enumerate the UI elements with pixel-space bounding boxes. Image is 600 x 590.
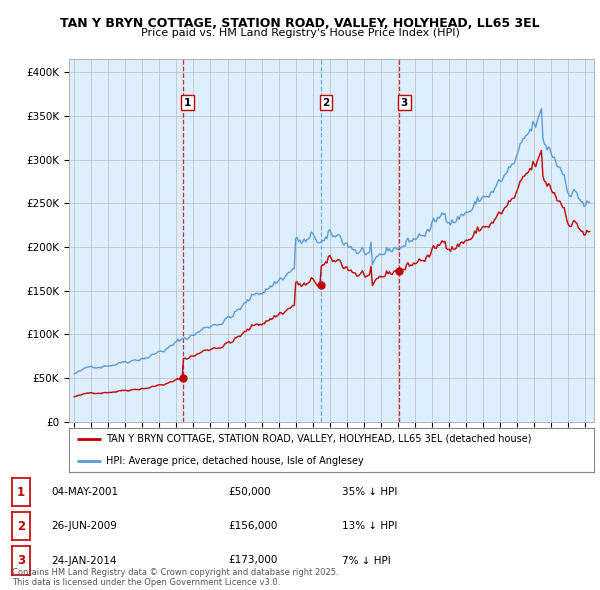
Text: HPI: Average price, detached house, Isle of Anglesey: HPI: Average price, detached house, Isle… [106,456,364,466]
Text: 2: 2 [323,97,330,107]
Text: £50,000: £50,000 [228,487,271,497]
Text: £173,000: £173,000 [228,556,277,565]
Text: 1: 1 [17,486,25,499]
Text: 04-MAY-2001: 04-MAY-2001 [51,487,118,497]
Text: 35% ↓ HPI: 35% ↓ HPI [342,487,397,497]
Text: 1: 1 [184,97,191,107]
Text: 3: 3 [17,554,25,567]
Text: 3: 3 [401,97,408,107]
Text: Price paid vs. HM Land Registry's House Price Index (HPI): Price paid vs. HM Land Registry's House … [140,28,460,38]
Text: 2: 2 [17,520,25,533]
Text: £156,000: £156,000 [228,522,277,531]
Text: TAN Y BRYN COTTAGE, STATION ROAD, VALLEY, HOLYHEAD, LL65 3EL: TAN Y BRYN COTTAGE, STATION ROAD, VALLEY… [60,17,540,30]
Text: 7% ↓ HPI: 7% ↓ HPI [342,556,391,565]
Text: 26-JUN-2009: 26-JUN-2009 [51,522,117,531]
Text: 24-JAN-2014: 24-JAN-2014 [51,556,116,565]
Text: TAN Y BRYN COTTAGE, STATION ROAD, VALLEY, HOLYHEAD, LL65 3EL (detached house): TAN Y BRYN COTTAGE, STATION ROAD, VALLEY… [106,434,531,444]
Text: Contains HM Land Registry data © Crown copyright and database right 2025.
This d: Contains HM Land Registry data © Crown c… [12,568,338,587]
Text: 13% ↓ HPI: 13% ↓ HPI [342,522,397,531]
